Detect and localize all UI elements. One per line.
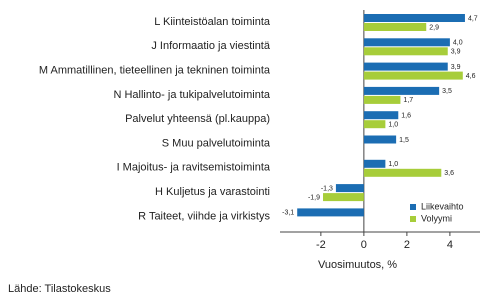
bar bbox=[363, 14, 465, 22]
legend-swatch bbox=[410, 204, 416, 210]
value-label: 3,9 bbox=[451, 49, 461, 56]
x-tick-label: -2 bbox=[316, 239, 326, 251]
bar bbox=[297, 208, 364, 217]
category-label: S Muu palvelutoiminta bbox=[162, 137, 271, 149]
value-label: -1,3 bbox=[321, 185, 333, 192]
category-label: Palvelut yhteensä (pl.kauppa) bbox=[125, 113, 270, 125]
category-label: L Kiinteistöalan toiminta bbox=[154, 16, 271, 28]
category-label: M Ammatillinen, tieteellinen ja tekninen… bbox=[39, 65, 271, 77]
bar bbox=[363, 135, 397, 144]
value-label: 3,5 bbox=[442, 88, 452, 95]
bar bbox=[323, 193, 364, 202]
category-label: N Hallinto- ja tukipalvelutoiminta bbox=[113, 89, 270, 101]
value-label: 4,0 bbox=[453, 40, 463, 47]
legend-label: Volyymi bbox=[421, 213, 452, 223]
category-label: R Taiteet, viihde ja virkistys bbox=[138, 210, 270, 222]
bar bbox=[363, 111, 399, 120]
category-label: H Kuljetus ja varastointi bbox=[155, 186, 270, 198]
category-label: I Majoitus- ja ravitsemistoiminta bbox=[117, 162, 271, 174]
value-label: 3,6 bbox=[444, 170, 454, 177]
x-tick-label: 0 bbox=[361, 239, 367, 251]
value-label: 1,6 bbox=[401, 113, 411, 120]
value-label: 1,0 bbox=[388, 161, 398, 168]
legend-swatch bbox=[410, 216, 416, 222]
value-label: 1,7 bbox=[403, 97, 413, 104]
bar bbox=[335, 184, 364, 193]
x-axis-label: Vuosimuutos, % bbox=[318, 259, 397, 271]
value-label: 3,9 bbox=[451, 64, 461, 71]
bar bbox=[363, 95, 401, 104]
x-tick-label: 4 bbox=[447, 239, 453, 251]
bar bbox=[363, 120, 386, 129]
value-label: 4,6 bbox=[466, 73, 476, 80]
value-label: 1,0 bbox=[388, 122, 398, 129]
legend-label: Liikevaihto bbox=[421, 201, 464, 211]
value-label: -1,9 bbox=[308, 194, 320, 201]
bar bbox=[363, 86, 440, 95]
value-label: 4,7 bbox=[468, 15, 478, 22]
x-tick-label: 2 bbox=[404, 239, 410, 251]
category-label: J Informaatio ja viestintä bbox=[151, 40, 270, 52]
bar bbox=[363, 47, 448, 56]
bar bbox=[363, 71, 463, 80]
value-label: -3,1 bbox=[282, 210, 294, 217]
bar bbox=[363, 38, 450, 47]
value-label: 2,9 bbox=[429, 24, 439, 31]
bar bbox=[363, 62, 448, 71]
source: Lähde: Tilastokeskus bbox=[8, 283, 111, 295]
value-label: 1,5 bbox=[399, 137, 409, 144]
bar bbox=[363, 159, 386, 168]
bar bbox=[363, 168, 442, 177]
bar bbox=[363, 23, 427, 31]
